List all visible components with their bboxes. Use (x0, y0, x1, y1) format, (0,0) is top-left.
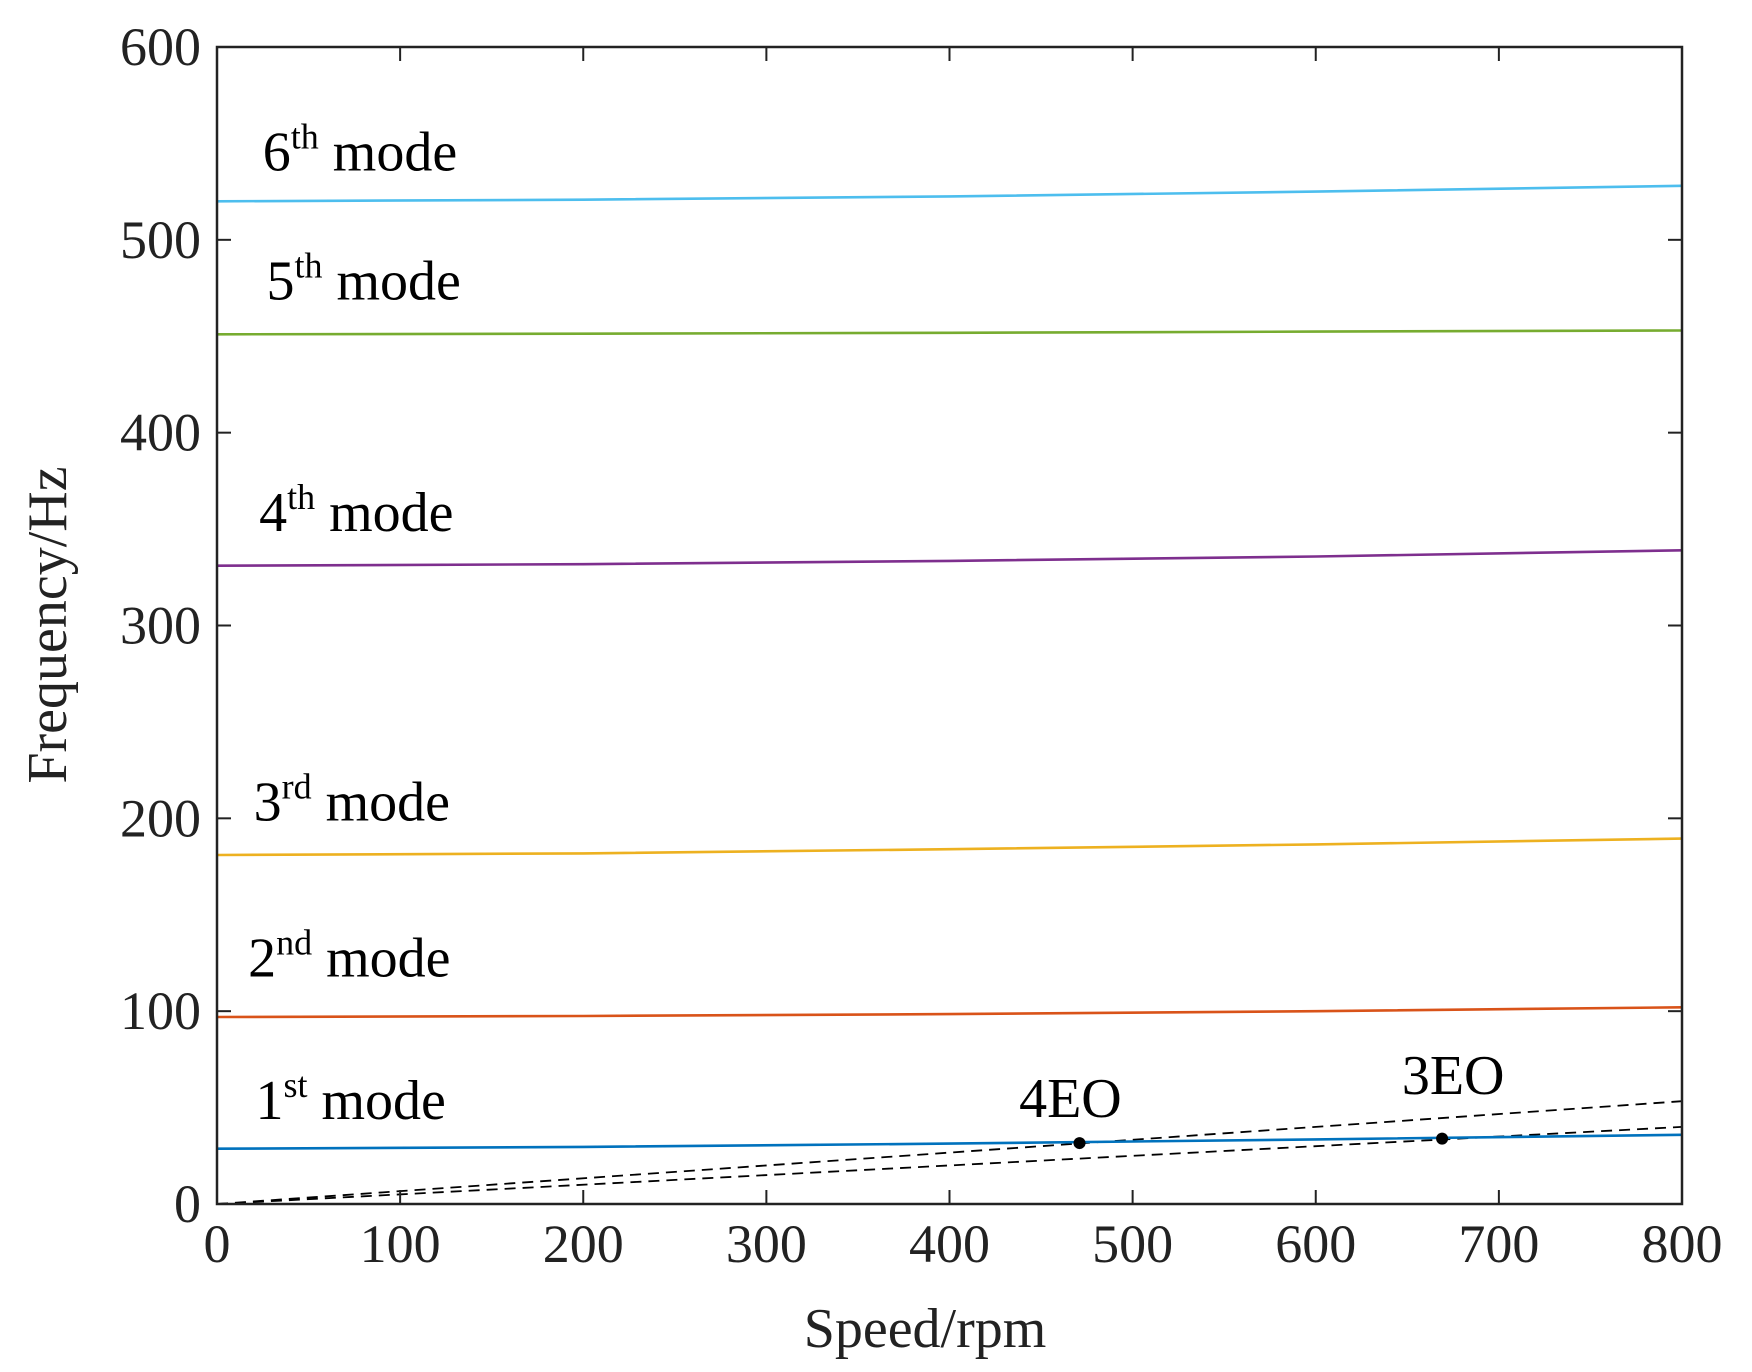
annotation-1st-mode: 1st mode (255, 1065, 445, 1132)
y-tick-label: 100 (120, 981, 201, 1041)
y-tick-label: 300 (120, 596, 201, 656)
x-tick-label: 600 (1275, 1214, 1356, 1274)
series-line-2nd-mode (216, 1006, 1683, 1019)
intersection-points (1073, 1132, 1449, 1150)
annotation-4th-mode: 4th mode (259, 477, 453, 544)
annotation-6th-mode: 6th mode (263, 116, 457, 183)
x-tick-label: 500 (1092, 1214, 1173, 1274)
y-tick-label: 500 (120, 210, 201, 270)
intersection-point-3eo (1436, 1132, 1449, 1145)
x-tick-label: 200 (543, 1214, 624, 1274)
x-tick-label: 700 (1458, 1214, 1539, 1274)
annotation-5th-mode: 5th mode (266, 246, 460, 313)
annotation-2nd-mode: 2nd mode (248, 922, 450, 989)
mode-lines (216, 184, 1683, 1150)
series-line-3rd-mode (216, 837, 1683, 857)
excitation-lines (216, 1100, 1683, 1205)
excitation-line-4eo (216, 1100, 1683, 1205)
series-line-4th-mode (216, 549, 1683, 567)
x-tick-label: 400 (909, 1214, 990, 1274)
annotation-4eo: 4EO (1019, 1068, 1122, 1130)
x-tick-label: 100 (360, 1214, 441, 1274)
x-tick-label: 0 (204, 1214, 231, 1274)
excitation-line-3eo (216, 1126, 1683, 1205)
y-tick-label: 600 (120, 17, 201, 77)
series-line-5th-mode (216, 329, 1683, 336)
axis-ticks: 0 100 200 300 400 500 600 700 800 0 100 200 300 400 50… (120, 17, 1723, 1274)
y-axis-title: Frequency/Hz (17, 466, 79, 783)
series-line-6th-mode (216, 184, 1683, 203)
y-tick-label: 0 (174, 1174, 201, 1234)
y-tick-label: 400 (120, 403, 201, 463)
annotation-3rd-mode: 3rd mode (254, 766, 450, 833)
annotations: 6th mode 5th mode 4th mode 3rd mode 2nd mode… (248, 116, 1504, 1132)
x-axis-title: Speed/rpm (804, 1298, 1047, 1360)
y-tick-label: 200 (120, 788, 201, 848)
intersection-point-4eo (1073, 1137, 1086, 1150)
x-tick-label: 800 (1642, 1214, 1723, 1274)
annotation-3eo: 3EO (1402, 1045, 1505, 1107)
x-tick-label: 300 (726, 1214, 807, 1274)
